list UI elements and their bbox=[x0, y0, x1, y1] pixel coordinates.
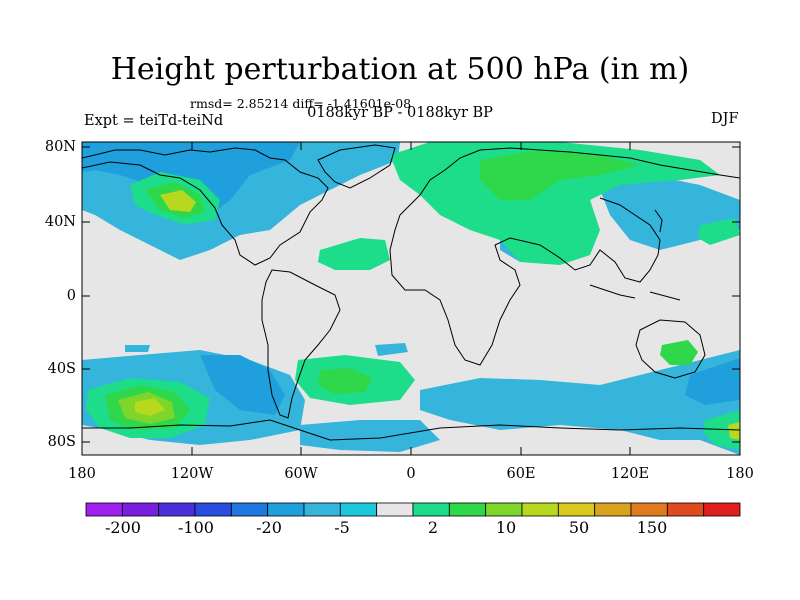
colorbar-swatch bbox=[194, 502, 232, 517]
colorbar-swatch bbox=[557, 502, 596, 517]
coastline-australia bbox=[635, 319, 706, 379]
time-period: 0188kyr BP - 0188kyr BP bbox=[307, 105, 493, 121]
contour-positive-region bbox=[698, 218, 740, 245]
lat-tick-label: 80S bbox=[47, 434, 76, 450]
colorbar-swatch bbox=[703, 502, 741, 517]
colorbar-swatch bbox=[85, 502, 123, 517]
colorbar-label: 10 bbox=[495, 518, 517, 537]
colorbar-swatch bbox=[376, 502, 414, 517]
coastline-antarctica bbox=[82, 419, 740, 441]
colorbar-swatch bbox=[412, 502, 450, 517]
coastline-greenland bbox=[317, 144, 396, 189]
contour-negative-region bbox=[375, 343, 408, 356]
colorbar-swatch bbox=[267, 502, 305, 517]
lat-tick-label: 40N bbox=[44, 214, 76, 230]
season-label: DJF bbox=[711, 111, 739, 127]
colorbar-label: -20 bbox=[256, 518, 282, 537]
colorbar bbox=[85, 502, 741, 517]
colorbar-swatch bbox=[666, 502, 705, 517]
contour-negative-region bbox=[685, 358, 740, 405]
colorbar-label: -200 bbox=[105, 518, 141, 537]
coastline-japan bbox=[654, 209, 663, 233]
contour-positive-region bbox=[318, 368, 372, 394]
colorbar-label: 50 bbox=[568, 518, 590, 537]
coastline-north-america bbox=[82, 147, 329, 266]
lon-tick-label: 60E bbox=[506, 466, 536, 482]
contour-positive-region bbox=[703, 410, 740, 450]
contour-positive-region bbox=[318, 238, 390, 270]
lon-tick-label: 180 bbox=[68, 466, 96, 482]
rmsd-statistics: rmsd= 2.85214 diff= -1.41601e-08 bbox=[190, 96, 412, 111]
coastline-eurasia-africa bbox=[389, 147, 740, 366]
contour-negative-region bbox=[125, 345, 150, 352]
contour-positive-region bbox=[728, 422, 740, 440]
colorbar-swatch bbox=[230, 502, 269, 517]
lon-tick-label: 120E bbox=[610, 466, 650, 482]
coastline-south-america bbox=[261, 269, 341, 419]
colorbar-label: -100 bbox=[178, 518, 214, 537]
colorbar-swatch bbox=[521, 502, 559, 517]
colorbar-swatch bbox=[594, 502, 632, 517]
lat-tick-label: 0 bbox=[66, 288, 76, 304]
contour-positive-region bbox=[480, 150, 640, 200]
contour-positive-region bbox=[135, 398, 165, 416]
contour-positive-region bbox=[160, 190, 196, 212]
colorbar-label: 150 bbox=[636, 518, 668, 537]
lon-tick-label: 0 bbox=[406, 466, 416, 482]
colorbar-label: -5 bbox=[334, 518, 350, 537]
contour-positive-region bbox=[390, 142, 720, 265]
lon-tick-label: 180 bbox=[726, 466, 754, 482]
contour-positive-region bbox=[660, 340, 698, 365]
colorbar-swatch bbox=[121, 502, 160, 517]
contour-negative-region bbox=[300, 420, 440, 452]
coastline-indonesia bbox=[589, 284, 681, 301]
colorbar-swatch bbox=[485, 502, 523, 517]
contour-negative-region bbox=[200, 355, 285, 415]
coastlines bbox=[82, 144, 740, 441]
experiment-label: Expt = teiTd-teiNd bbox=[84, 113, 224, 129]
plot-title: Height perturbation at 500 hPa (in m) bbox=[110, 52, 690, 87]
contour-fill-layer bbox=[82, 142, 740, 455]
colorbar-swatch bbox=[303, 502, 341, 517]
colorbar-swatch bbox=[339, 502, 378, 517]
lon-tick-label: 60W bbox=[284, 466, 318, 482]
colorbar-label: 2 bbox=[427, 518, 439, 537]
colorbar-swatch bbox=[158, 502, 196, 517]
colorbar-swatch bbox=[448, 502, 487, 517]
lat-tick-label: 80N bbox=[44, 139, 76, 155]
axis-ticks bbox=[81, 142, 741, 455]
colorbar-swatch bbox=[630, 502, 668, 517]
lat-tick-label: 40S bbox=[47, 361, 76, 377]
lon-tick-label: 120W bbox=[170, 466, 214, 482]
